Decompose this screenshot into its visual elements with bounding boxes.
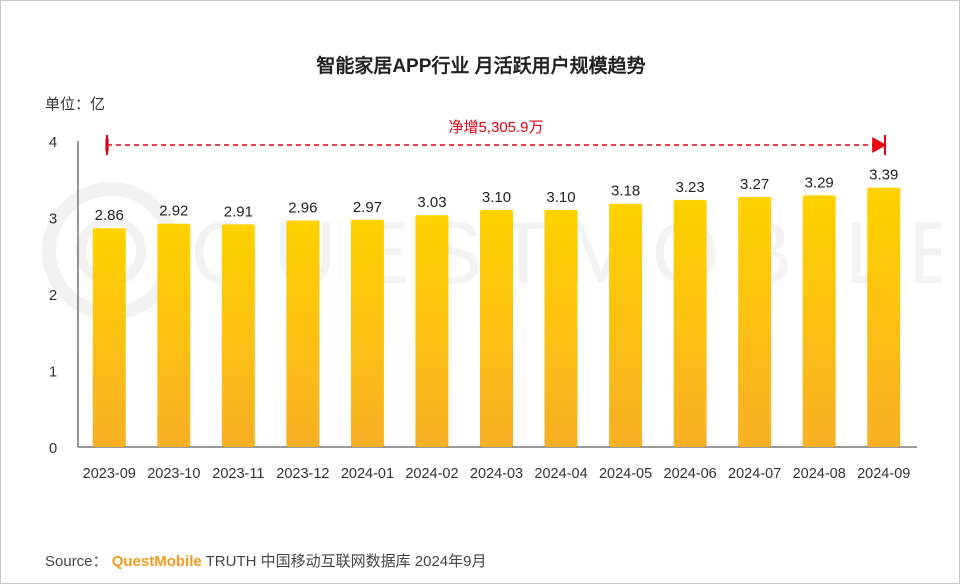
bar bbox=[673, 199, 707, 447]
bar bbox=[415, 215, 449, 447]
data-label: 3.03 bbox=[417, 194, 446, 211]
x-tick-label: 2023-09 bbox=[83, 466, 136, 482]
data-label: 3.23 bbox=[676, 179, 705, 196]
x-tick-label: 2024-08 bbox=[793, 466, 846, 482]
y-tick-label: 0 bbox=[49, 440, 57, 457]
data-label: 3.10 bbox=[482, 189, 511, 206]
chart-title: 智能家居APP行业 月活跃用户规模趋势 bbox=[316, 56, 646, 77]
x-tick-label: 2024-01 bbox=[341, 466, 394, 482]
data-label: 3.29 bbox=[805, 174, 834, 191]
data-label: 2.92 bbox=[159, 203, 188, 220]
y-tick-label: 3 bbox=[49, 211, 57, 228]
unit-label: 单位：亿 bbox=[45, 96, 106, 113]
bar bbox=[738, 196, 772, 447]
bar bbox=[221, 224, 255, 447]
data-label: 3.39 bbox=[869, 167, 898, 184]
bar bbox=[802, 195, 836, 447]
x-tick-label: 2024-09 bbox=[857, 466, 910, 482]
bar bbox=[480, 209, 513, 447]
x-tick-label: 2024-05 bbox=[599, 466, 652, 482]
x-tick-label: 2024-03 bbox=[470, 466, 523, 482]
data-label: 3.10 bbox=[546, 189, 575, 206]
y-tick-label: 4 bbox=[49, 134, 57, 151]
source-suffix: TRUTH 中国移动互联网数据库 2024年9月 bbox=[205, 553, 487, 570]
data-label: 2.86 bbox=[95, 207, 124, 224]
x-tick-label: 2023-11 bbox=[212, 466, 264, 482]
bar bbox=[544, 209, 578, 447]
x-tick-label: 2024-06 bbox=[664, 466, 717, 482]
y-tick-label: 1 bbox=[49, 364, 57, 381]
bar bbox=[92, 228, 126, 447]
data-label: 2.97 bbox=[353, 199, 382, 216]
bar bbox=[350, 219, 384, 447]
x-tick-label: 2024-07 bbox=[728, 466, 781, 482]
data-label: 3.27 bbox=[740, 176, 769, 193]
bar bbox=[157, 223, 191, 447]
source-line: Source： QuestMobile TRUTH 中国移动互联网数据库 202… bbox=[45, 550, 487, 571]
net-increase-label: 净增5,305.9万 bbox=[448, 119, 543, 136]
source-brand: QuestMobile bbox=[111, 553, 202, 570]
bar bbox=[867, 187, 901, 448]
x-tick-label: 2024-04 bbox=[534, 466, 587, 482]
y-tick-label: 2 bbox=[49, 287, 57, 304]
data-label: 3.18 bbox=[611, 183, 640, 200]
x-tick-label: 2023-12 bbox=[276, 466, 329, 482]
data-label: 2.96 bbox=[288, 200, 317, 217]
data-label: 2.91 bbox=[224, 203, 253, 220]
x-tick-label: 2024-02 bbox=[405, 466, 458, 482]
bar bbox=[609, 203, 643, 447]
bar bbox=[286, 220, 320, 447]
x-tick-label: 2023-10 bbox=[147, 466, 200, 482]
source-prefix: Source： bbox=[45, 553, 108, 570]
